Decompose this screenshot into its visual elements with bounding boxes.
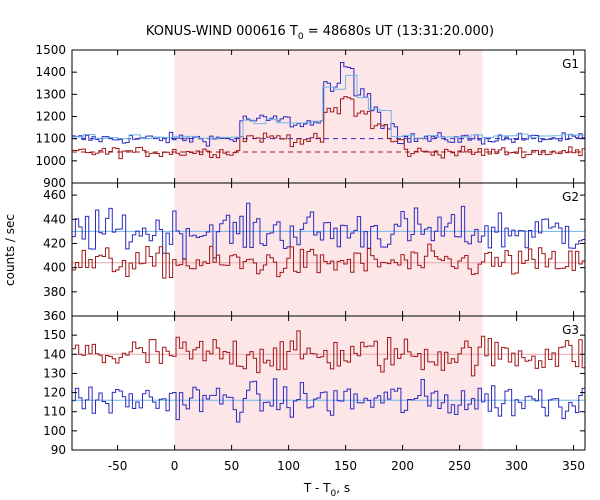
y-tick-label: 400 (43, 261, 66, 275)
series-blue-g2 (72, 202, 585, 260)
y-tick-label: 1300 (35, 87, 66, 101)
shaded-interval (174, 50, 483, 450)
y-tick-label: 360 (43, 309, 66, 323)
x-tick-label: 50 (224, 459, 239, 473)
y-tick-label: 100 (43, 424, 66, 438)
x-tick-label: -50 (108, 459, 128, 473)
y-tick-label: 460 (43, 188, 66, 202)
series-light_blue-g1 (72, 74, 585, 140)
y-tick-label: 900 (43, 176, 66, 190)
x-tick-label: 150 (334, 459, 357, 473)
y-tick-label: 1200 (35, 110, 66, 124)
x-tick-label: 350 (562, 459, 585, 473)
y-tick-label: 90 (51, 443, 66, 457)
y-tick-label: 440 (43, 212, 66, 226)
y-tick-label: 110 (43, 405, 66, 419)
x-tick-label: 250 (448, 459, 471, 473)
x-axis-label: T - T0, s (303, 481, 350, 499)
y-tick-label: 1000 (35, 154, 66, 168)
x-tick-label: 300 (505, 459, 528, 473)
y-tick-label: 150 (43, 328, 66, 342)
x-tick-label: 100 (277, 459, 300, 473)
x-tick-label: 0 (171, 459, 179, 473)
chart-title: KONUS-WIND 000616 T0 = 48680s UT (13:31:… (146, 24, 494, 42)
series-blue-g3 (72, 378, 585, 423)
panel-frame-g3 (71, 315, 586, 451)
y-tick-label: 380 (43, 285, 66, 299)
y-tick-label: 1400 (35, 65, 66, 79)
y-axis-label: counts / sec (3, 214, 17, 286)
y-tick-label: 140 (43, 347, 66, 361)
y-tick-label: 1500 (35, 43, 66, 57)
y-tick-label: 120 (43, 386, 66, 400)
y-tick-label: 130 (43, 366, 66, 380)
panel-label: G3 (562, 323, 579, 337)
y-tick-label: 1100 (35, 132, 66, 146)
series-red-g1 (72, 96, 585, 160)
series-red-g3 (72, 330, 585, 377)
y-tick-label: 420 (43, 236, 66, 250)
panel-label: G1 (562, 57, 579, 71)
panel-label: G2 (562, 190, 579, 204)
x-tick-label: 200 (391, 459, 414, 473)
series-red-g2 (72, 243, 585, 279)
plot-area: 900100011001200130014001500G136038040042… (35, 43, 586, 473)
